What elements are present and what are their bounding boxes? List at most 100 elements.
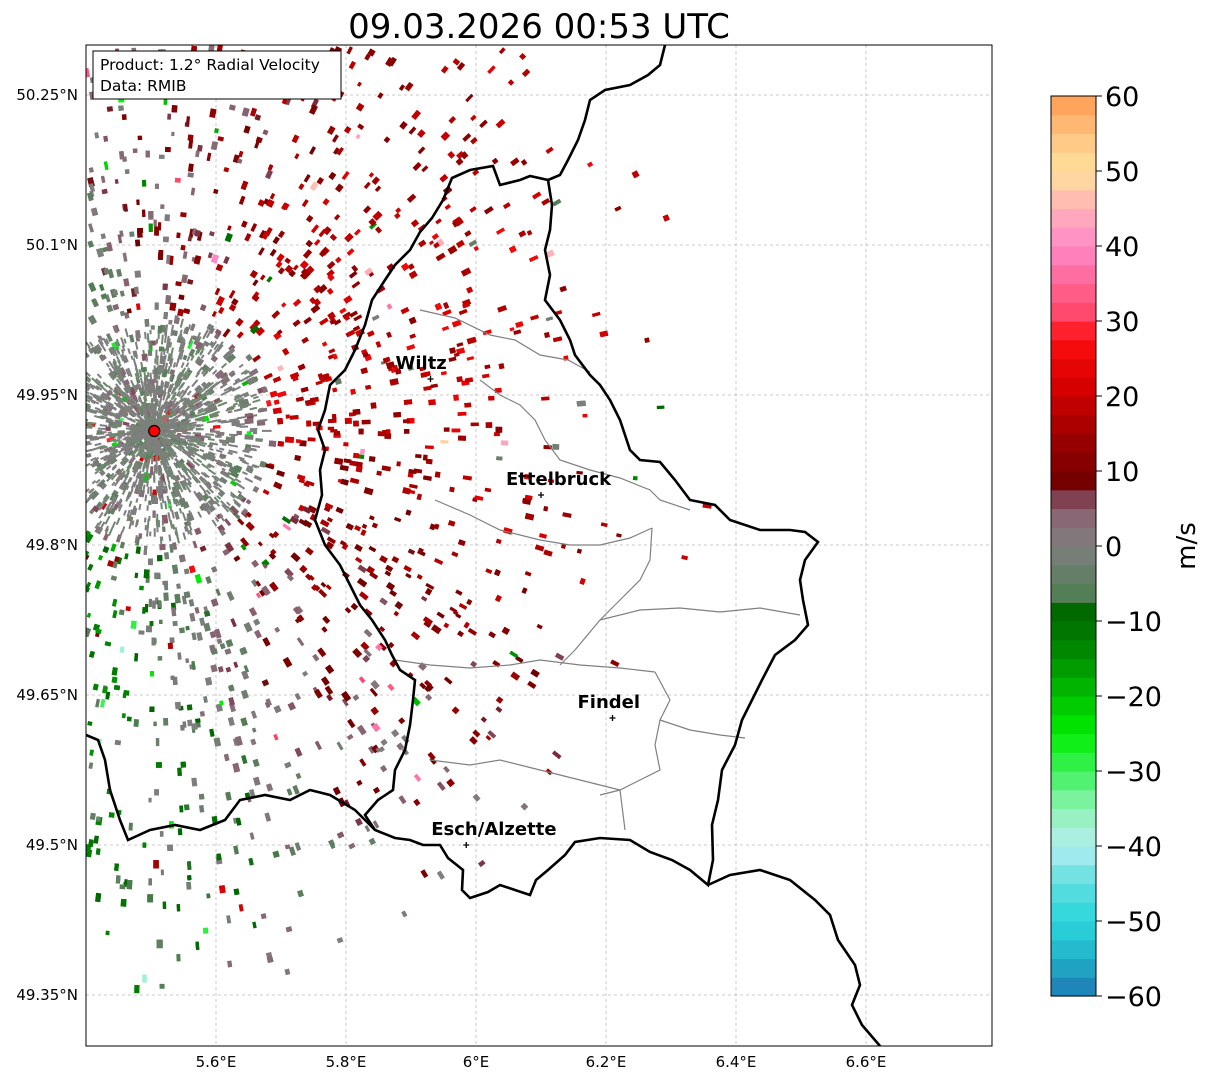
canton-boundary-luxembourg: [599, 671, 671, 796]
echo-gate: [306, 215, 314, 223]
echo-gate: [121, 401, 128, 408]
echo-gate: [176, 373, 181, 379]
echo-gate: [321, 676, 330, 686]
echo-gate: [163, 485, 168, 492]
echo-gate: [328, 839, 335, 847]
echo-gate: [130, 444, 136, 449]
echo-gate: [356, 779, 363, 787]
luxembourg-border: [313, 164, 820, 900]
echo-gate: [369, 221, 377, 230]
echo-gate: [218, 460, 225, 465]
echo-gate: [223, 256, 230, 265]
echo-gate: [167, 386, 172, 395]
echo-gate: [219, 440, 230, 445]
echo-gate: [137, 434, 145, 439]
echo-gate: [245, 521, 255, 531]
echo-gate: [178, 497, 187, 508]
echo-gate: [562, 512, 572, 518]
echo-gate: [182, 474, 188, 481]
echo-gate: [209, 231, 215, 237]
echo-gate: [367, 330, 375, 337]
echo-gate: [372, 820, 380, 829]
echo-gate: [217, 419, 227, 423]
echo-gate: [502, 202, 511, 210]
echo-gate: [177, 444, 186, 451]
echo-gate: [138, 383, 143, 392]
echo-gate: [149, 390, 153, 397]
echo-gate: [299, 440, 307, 447]
echo-gate: [94, 442, 102, 447]
colorbar-tick-label: 30: [1105, 307, 1139, 338]
echo-gate: [188, 348, 196, 358]
echo-gate: [351, 264, 359, 273]
echo-gate: [401, 262, 410, 272]
echo-gate: [164, 584, 169, 591]
echo-gate: [152, 411, 155, 421]
echo-gate: [249, 269, 259, 279]
echo-gate: [115, 517, 121, 526]
echo-gate: [408, 270, 418, 279]
echo-gate: [266, 956, 274, 964]
echo-gate: [183, 308, 191, 315]
echo-gate: [191, 467, 201, 476]
echo-gate: [195, 372, 201, 378]
echo-gate: [194, 573, 203, 584]
echo-gate: [86, 384, 90, 392]
echo-gate: [326, 288, 334, 295]
echo-gate: [466, 286, 474, 294]
echo-gate: [418, 662, 427, 671]
echo-gate: [224, 232, 233, 243]
echo-gate: [114, 366, 121, 375]
echo-gate: [99, 450, 105, 454]
echo-gate: [153, 528, 156, 537]
echo-gate: [292, 264, 299, 271]
echo-gate: [132, 148, 138, 154]
echo-gate: [483, 206, 494, 215]
echo-gate: [163, 480, 167, 486]
echo-gate: [381, 465, 391, 472]
echo-gate: [86, 381, 91, 387]
echo-gate: [451, 428, 461, 433]
echo-gate: [227, 451, 233, 455]
echo-gate: [158, 346, 165, 352]
echo-gate: [159, 486, 163, 494]
echo-gate: [163, 437, 168, 442]
echo-gate: [167, 394, 171, 399]
echo-gate: [178, 507, 183, 514]
echo-gate: [112, 426, 118, 429]
echo-gate: [260, 913, 267, 920]
echo-gate: [371, 522, 378, 529]
echo-gate: [361, 419, 371, 425]
echo-gate: [220, 500, 229, 509]
echo-gate: [117, 472, 123, 478]
echo-gate: [318, 589, 328, 598]
echo-gate: [371, 722, 381, 732]
echo-gate: [373, 786, 381, 794]
echo-gate: [141, 179, 147, 187]
echo-gate: [209, 456, 220, 463]
echo-gate: [124, 328, 129, 338]
echo-gate: [451, 319, 462, 328]
colorbar-band: [1051, 452, 1096, 472]
echo-gate: [88, 762, 94, 769]
echo-gate: [313, 284, 323, 294]
echo-gate: [181, 463, 188, 472]
echo-gate: [159, 543, 166, 551]
echo-gate: [460, 267, 472, 277]
echo-gate: [239, 425, 249, 428]
echo-gate: [300, 386, 309, 393]
echo-gate: [180, 244, 186, 251]
echo-gate: [92, 458, 99, 465]
echo-gate: [632, 475, 638, 481]
echo-gate: [336, 831, 345, 839]
echo-gate: [216, 45, 224, 52]
echo-gate: [97, 464, 107, 472]
echo-gate: [368, 456, 376, 462]
echo-gate: [94, 464, 104, 472]
echo-gate: [227, 387, 235, 393]
echo-gate: [161, 450, 167, 459]
echo-gate: [409, 333, 416, 339]
echo-gate: [138, 369, 143, 378]
echo-gate: [234, 397, 245, 403]
